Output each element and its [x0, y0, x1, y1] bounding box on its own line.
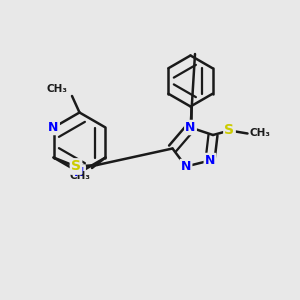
Text: CH₃: CH₃ [249, 128, 270, 139]
Text: N: N [185, 121, 196, 134]
Text: N: N [48, 121, 59, 134]
Text: N: N [181, 160, 191, 173]
Text: CH₃: CH₃ [70, 171, 91, 181]
Text: N: N [74, 166, 85, 179]
Text: S: S [224, 124, 235, 137]
Text: S: S [71, 160, 81, 173]
Text: CH₃: CH₃ [46, 85, 68, 94]
Text: N: N [205, 154, 215, 167]
